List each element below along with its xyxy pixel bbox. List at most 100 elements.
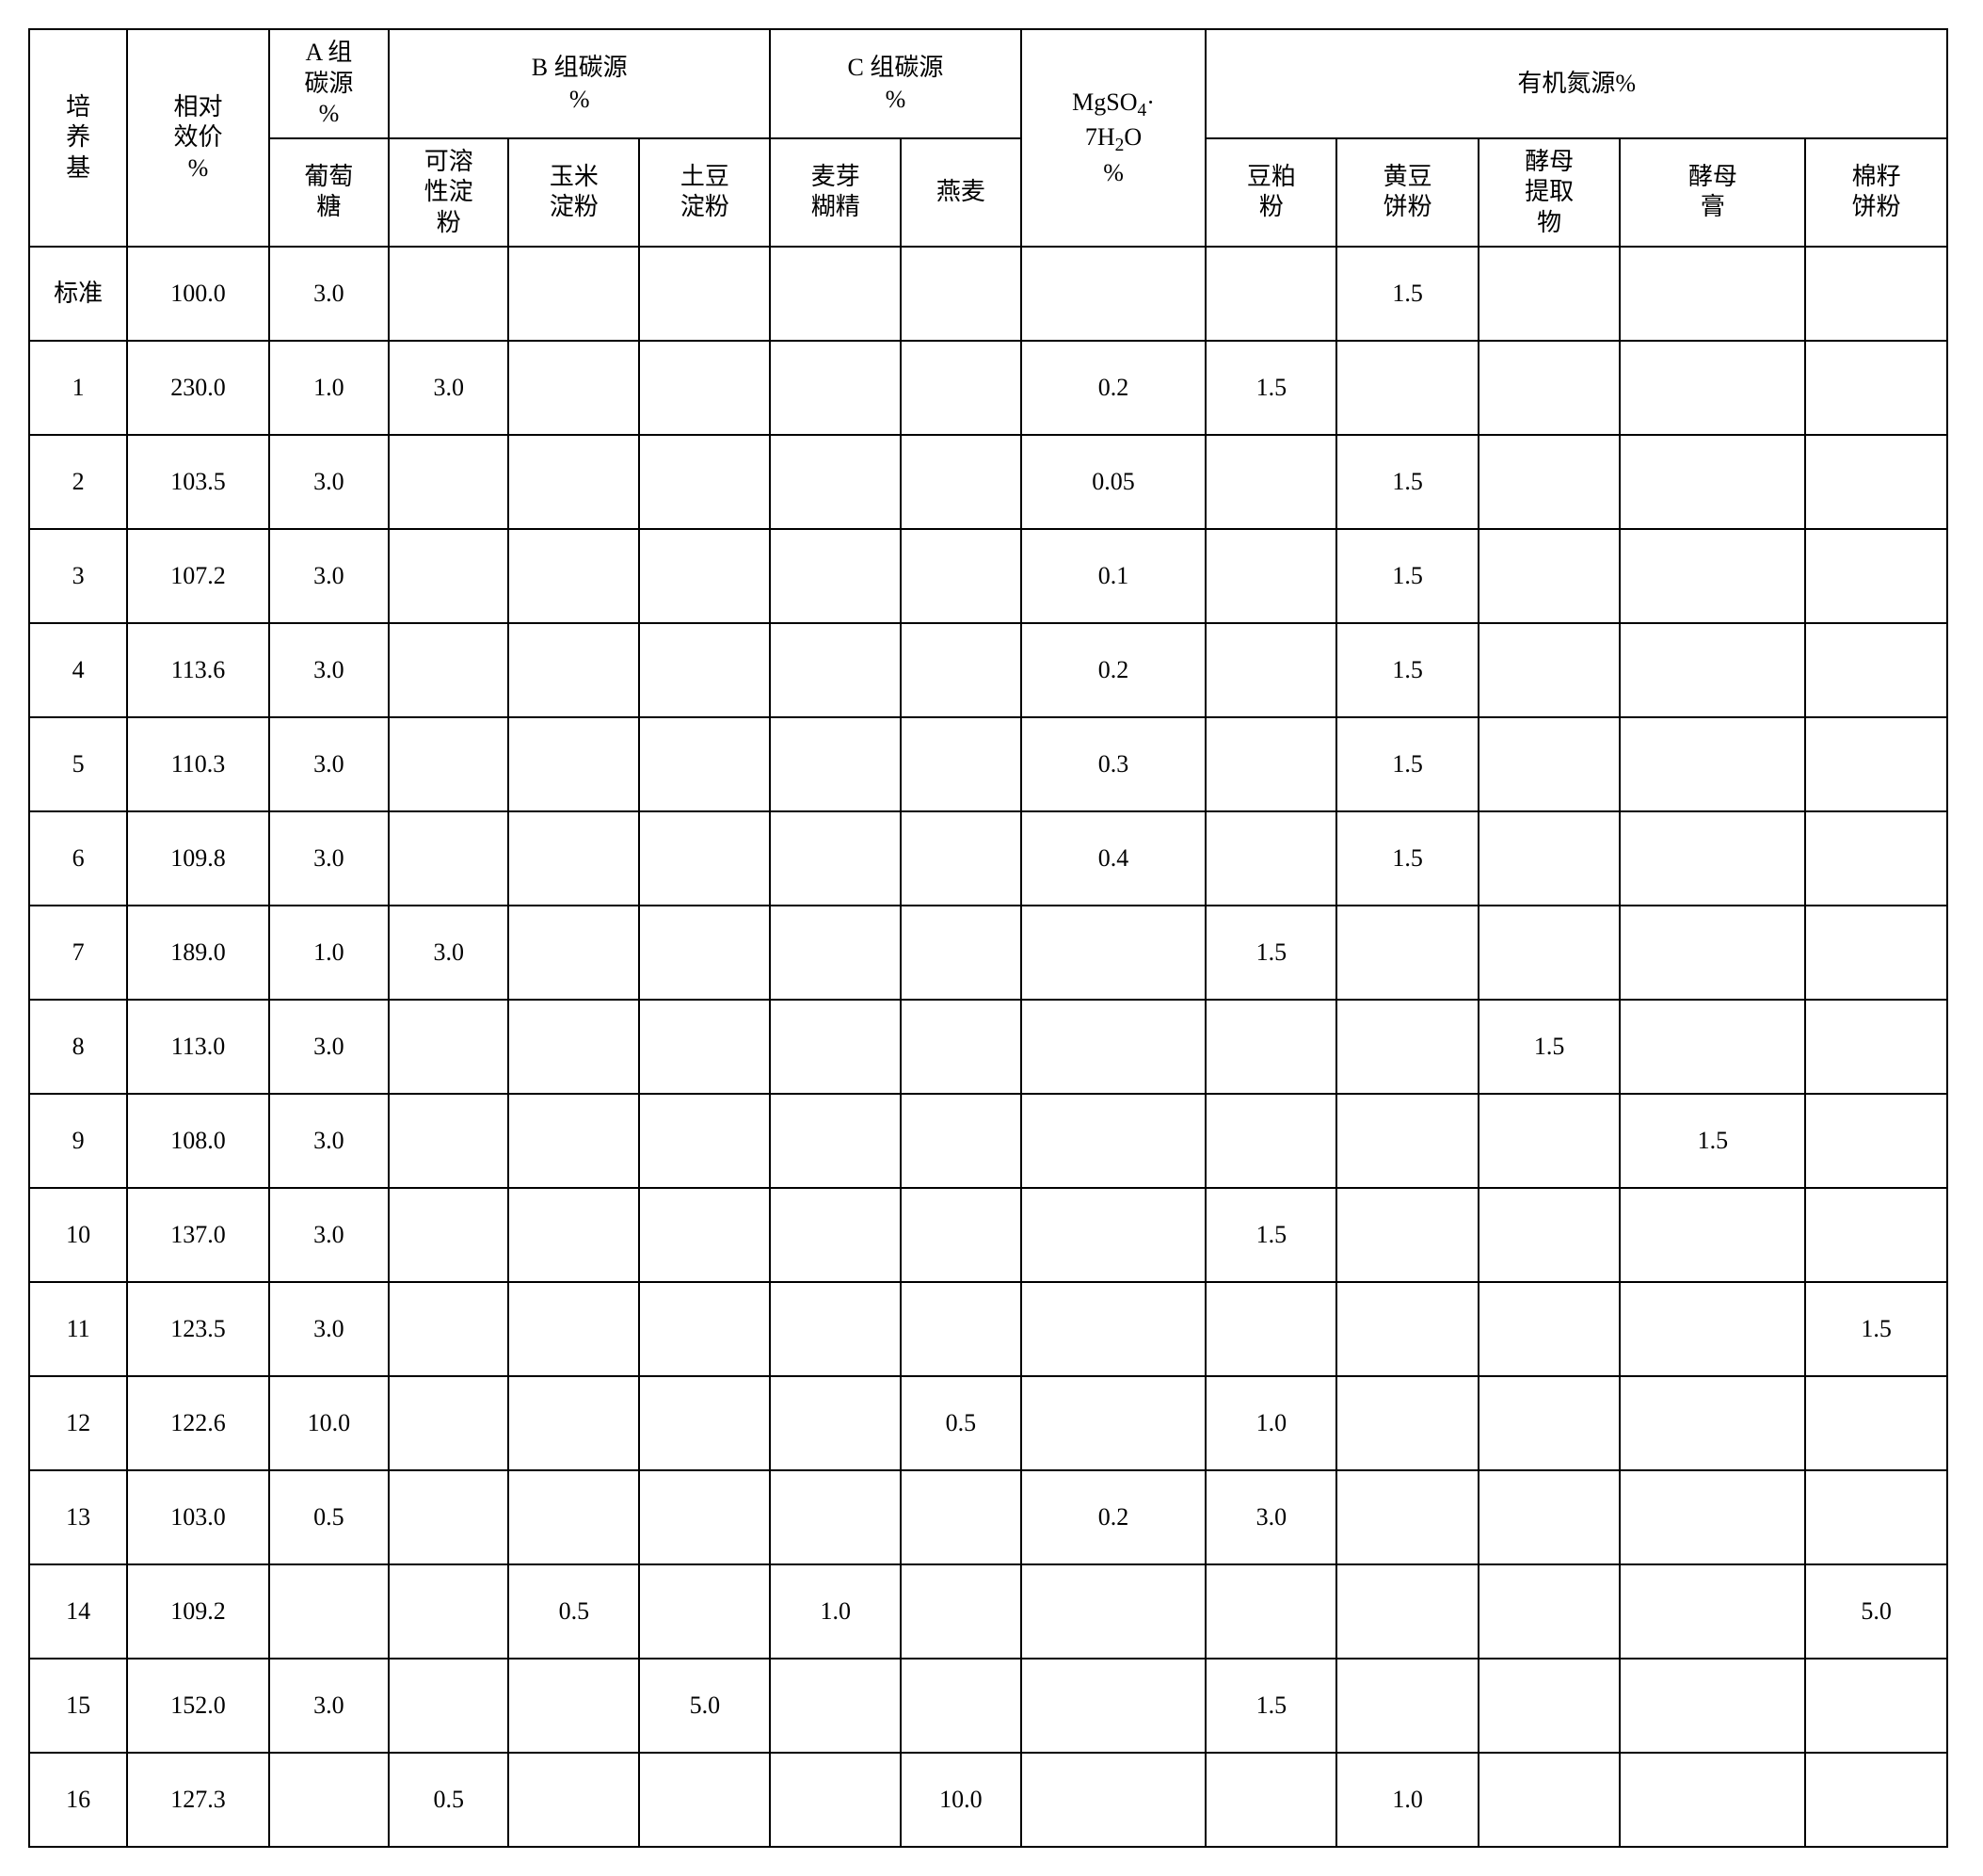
cell-cs <box>508 529 639 623</box>
cell-rel: 113.0 <box>127 1000 269 1094</box>
table-row: 7189.01.03.01.5 <box>29 906 1947 1000</box>
cell-mg <box>1021 1376 1207 1470</box>
cell-sc <box>1336 1470 1479 1564</box>
cell-sm: 1.5 <box>1206 1659 1336 1753</box>
cell-ye: 1.5 <box>1479 1000 1621 1094</box>
cell-ss <box>389 1000 508 1094</box>
cell-yp <box>1620 529 1805 623</box>
cell-ye <box>1479 1094 1621 1188</box>
cell-mg <box>1021 1000 1207 1094</box>
cell-sm <box>1206 1000 1336 1094</box>
cell-sc <box>1336 906 1479 1000</box>
cell-cs <box>508 1376 639 1470</box>
cell-sc: 1.0 <box>1336 1753 1479 1847</box>
col-group-c: C 组碳源% <box>770 29 1020 138</box>
cell-cot <box>1805 341 1947 435</box>
cell-mg: 0.2 <box>1021 623 1207 717</box>
cell-glu: 3.0 <box>269 1094 389 1188</box>
cell-yp <box>1620 1376 1805 1470</box>
cell-sc <box>1336 1094 1479 1188</box>
cell-cs <box>508 1282 639 1376</box>
cell-mg <box>1021 1753 1207 1847</box>
table-row: 2103.53.00.051.5 <box>29 435 1947 529</box>
col-potato-starch: 土豆淀粉 <box>639 138 770 248</box>
cell-sm <box>1206 1753 1336 1847</box>
cell-oat <box>901 1188 1020 1282</box>
col-yeast-paste: 酵母膏 <box>1620 138 1805 248</box>
cell-sc: 1.5 <box>1336 435 1479 529</box>
col-soluble-starch: 可溶性淀粉 <box>389 138 508 248</box>
cell-id: 7 <box>29 906 127 1000</box>
cell-glu: 3.0 <box>269 1282 389 1376</box>
cell-oat <box>901 906 1020 1000</box>
cell-sc <box>1336 1376 1479 1470</box>
cell-ps <box>639 1282 770 1376</box>
cell-cot <box>1805 1753 1947 1847</box>
cell-ss: 0.5 <box>389 1753 508 1847</box>
cell-ss <box>389 529 508 623</box>
cell-yp <box>1620 341 1805 435</box>
cell-glu: 3.0 <box>269 717 389 811</box>
cell-oat: 0.5 <box>901 1376 1020 1470</box>
cell-ye <box>1479 811 1621 906</box>
cell-rel: 109.2 <box>127 1564 269 1659</box>
cell-rel: 103.0 <box>127 1470 269 1564</box>
col-soymeal: 豆粕粉 <box>1206 138 1336 248</box>
cell-id: 3 <box>29 529 127 623</box>
cell-ps <box>639 435 770 529</box>
cell-cot <box>1805 1470 1947 1564</box>
cell-mg: 0.05 <box>1021 435 1207 529</box>
cell-mg <box>1021 1282 1207 1376</box>
cell-sc <box>1336 1188 1479 1282</box>
table-row: 标准100.03.01.5 <box>29 247 1947 341</box>
cell-rel: 152.0 <box>127 1659 269 1753</box>
cell-mg <box>1021 1188 1207 1282</box>
cell-mg <box>1021 247 1207 341</box>
cell-ss <box>389 623 508 717</box>
cell-cs <box>508 1659 639 1753</box>
cell-md <box>770 906 901 1000</box>
cell-id: 10 <box>29 1188 127 1282</box>
cell-cs <box>508 906 639 1000</box>
cell-md <box>770 1000 901 1094</box>
cell-cot <box>1805 435 1947 529</box>
cell-mg: 0.1 <box>1021 529 1207 623</box>
cell-rel: 103.5 <box>127 435 269 529</box>
cell-sm <box>1206 435 1336 529</box>
cell-ps <box>639 623 770 717</box>
cell-cs <box>508 623 639 717</box>
table-row: 16127.30.510.01.0 <box>29 1753 1947 1847</box>
cell-rel: 230.0 <box>127 341 269 435</box>
cell-cs <box>508 1188 639 1282</box>
cell-sm <box>1206 1282 1336 1376</box>
cell-yp <box>1620 1000 1805 1094</box>
cell-oat <box>901 1470 1020 1564</box>
cell-yp <box>1620 1282 1805 1376</box>
header-row-1: 培养基 相对效价% A 组碳源% B 组碳源% C 组碳源% MgSO4·7H2… <box>29 29 1947 138</box>
cell-glu <box>269 1564 389 1659</box>
cell-ss <box>389 1188 508 1282</box>
col-group-a: A 组碳源% <box>269 29 389 138</box>
cell-ss <box>389 435 508 529</box>
cell-cot <box>1805 811 1947 906</box>
cell-md <box>770 811 901 906</box>
cell-yp <box>1620 811 1805 906</box>
cell-rel: 137.0 <box>127 1188 269 1282</box>
cell-md <box>770 1659 901 1753</box>
cell-ye <box>1479 717 1621 811</box>
cell-glu: 1.0 <box>269 906 389 1000</box>
cell-md <box>770 623 901 717</box>
cell-ps: 5.0 <box>639 1659 770 1753</box>
cell-yp <box>1620 1470 1805 1564</box>
cell-sm <box>1206 717 1336 811</box>
cell-ye <box>1479 529 1621 623</box>
cell-ps <box>639 1470 770 1564</box>
cell-cot <box>1805 1659 1947 1753</box>
cell-rel: 107.2 <box>127 529 269 623</box>
col-oat: 燕麦 <box>901 138 1020 248</box>
cell-sc <box>1336 1564 1479 1659</box>
cell-rel: 113.6 <box>127 623 269 717</box>
cell-rel: 127.3 <box>127 1753 269 1847</box>
cell-oat <box>901 811 1020 906</box>
cell-ss: 3.0 <box>389 906 508 1000</box>
